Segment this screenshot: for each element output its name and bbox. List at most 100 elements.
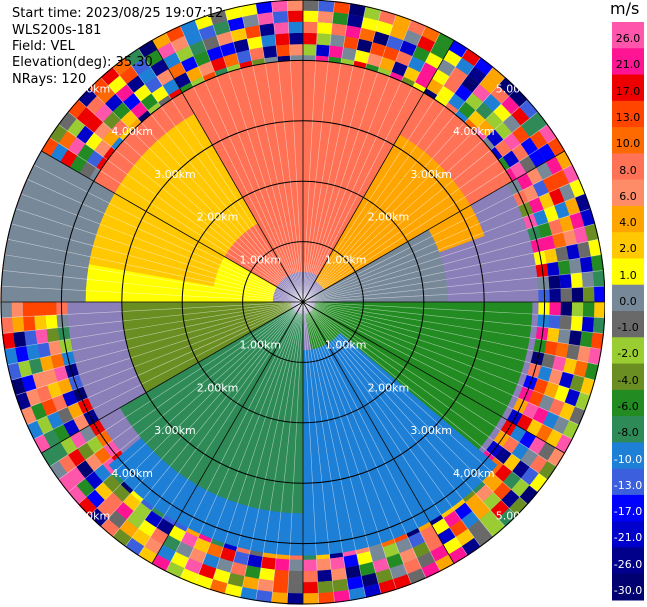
colorbar-bin: [612, 179, 644, 207]
noise-gate: [501, 95, 520, 115]
noise-gate: [0, 317, 14, 334]
noise-gate: [403, 66, 421, 83]
noise-gate: [577, 241, 591, 259]
ray-separator: [100, 301, 304, 527]
noise-gate: [259, 567, 275, 581]
noise-gate: [227, 572, 245, 588]
noise-gate: [41, 398, 58, 416]
noise-gate: [537, 222, 553, 239]
noise-gate: [53, 365, 69, 382]
range-ring-label: 4.00km: [111, 125, 153, 138]
noise-gate: [519, 155, 537, 174]
noise-gate: [403, 558, 422, 575]
noise-gate: [386, 553, 404, 569]
noise-gate: [581, 316, 595, 333]
noise-gate: [57, 378, 73, 395]
noise-gate: [288, 21, 303, 34]
ray-separator: [302, 14, 397, 303]
range-ring-label: 2.00km: [368, 381, 410, 394]
ray-separator: [302, 301, 412, 585]
noise-gate: [522, 402, 539, 420]
noise-gate: [493, 103, 512, 122]
colorbar-bin: [612, 153, 644, 181]
noise-gate: [386, 35, 404, 51]
noise-gate: [426, 78, 444, 96]
noise-gate: [528, 390, 544, 407]
noise-gate: [76, 460, 94, 479]
colorbar-bin: [612, 442, 644, 470]
noise-gate: [255, 1, 273, 15]
noise-gate: [477, 119, 495, 137]
noise-gate: [233, 551, 250, 566]
noise-gate: [43, 429, 61, 448]
noise-gate: [389, 563, 408, 580]
velocity-colorbar: [612, 22, 644, 601]
noise-gate: [594, 302, 605, 318]
range-ring-label: 3.00km: [410, 424, 452, 437]
noise-gate: [198, 563, 217, 580]
noise-gate: [58, 130, 77, 150]
noise-gate: [273, 22, 289, 35]
ray-separator: [302, 178, 580, 303]
colorbar-tick-label: -4.0: [617, 373, 639, 387]
ray-separator: [302, 193, 586, 303]
noise-gate: [89, 77, 108, 96]
noise-gate: [216, 557, 234, 573]
noise-gate: [536, 161, 553, 180]
noise-gate: [519, 485, 539, 505]
noise-gate: [435, 554, 455, 572]
colorbar-tick-label: 2.0: [619, 242, 637, 256]
ray-separator: [224, 301, 304, 594]
noise-gate: [317, 10, 334, 24]
noise-gate: [594, 286, 605, 302]
noise-gate: [407, 568, 427, 585]
colorbar-bin: [612, 416, 644, 443]
noise-gate: [454, 84, 473, 102]
noise-gate: [562, 229, 578, 247]
noise-gate: [242, 14, 260, 28]
noise-gate: [416, 35, 436, 53]
azimuth-spoke: [151, 301, 304, 564]
noise-gate: [33, 302, 46, 317]
noise-gate: [57, 326, 71, 341]
noise-gate: [421, 25, 441, 43]
noise-gate: [541, 353, 556, 369]
noise-gate: [448, 39, 468, 58]
ray-separator: [58, 124, 304, 303]
noise-gate: [366, 52, 383, 68]
noise-gate: [461, 48, 481, 67]
noise-gate: [520, 118, 539, 138]
noise-gate: [538, 143, 556, 162]
noise-gate: [420, 62, 438, 79]
noise-gate: [37, 342, 51, 358]
noise-gate: [461, 75, 480, 93]
noise-gate: [60, 436, 78, 455]
noise-gate: [216, 31, 234, 47]
noise-gate: [107, 510, 127, 529]
range-ring-label: 5.00km: [496, 82, 538, 95]
noise-gate: [104, 492, 123, 511]
noise-gate: [184, 558, 203, 575]
noise-gate: [287, 10, 303, 23]
ray-separator: [7, 301, 304, 366]
noise-gate: [542, 411, 560, 430]
noise-gate: [184, 29, 203, 46]
noise-gate: [407, 531, 426, 548]
noise-gate: [528, 197, 544, 214]
ray-separator: [7, 238, 304, 303]
noise-gate: [23, 316, 36, 332]
ray-separator: [302, 301, 595, 381]
noise-gate: [287, 0, 303, 11]
noise-gate: [223, 52, 240, 68]
noise-gate: [382, 542, 400, 558]
ray-separator: [1, 301, 304, 319]
noise-gate: [331, 567, 347, 581]
noise-gate: [175, 541, 194, 559]
ray-separator: [165, 32, 304, 303]
noise-gate: [259, 23, 275, 37]
noise-gate: [202, 35, 220, 51]
range-ring-label: 1.00km: [240, 253, 282, 266]
noise-gate: [233, 38, 250, 53]
start-time-label: Start time: 2023/08/25 19:07:12: [12, 6, 224, 21]
ray-separator: [239, 301, 304, 598]
